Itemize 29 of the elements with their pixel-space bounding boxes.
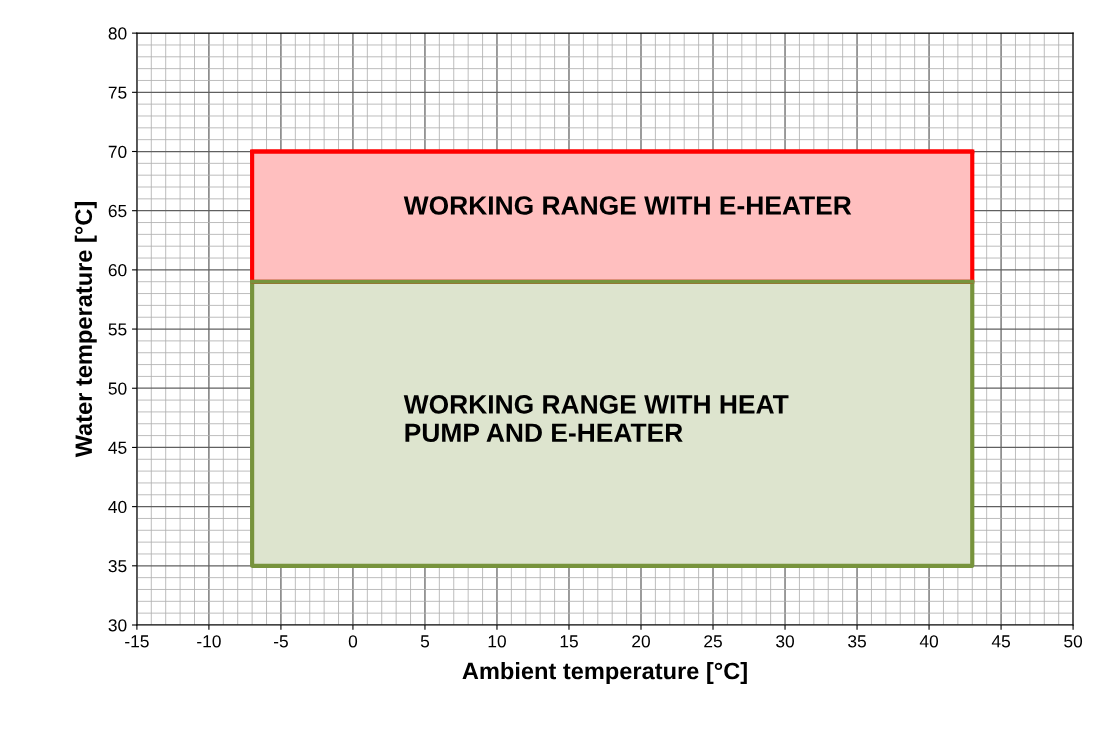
x-tick-label: -5 — [273, 635, 288, 648]
x-tick-label: 25 — [704, 635, 722, 648]
x-tick-label: -15 — [125, 635, 149, 648]
annotation: WORKING RANGE WITH HEAT PUMP AND E-HEATER — [403, 394, 789, 443]
y-tick-label: 80 — [108, 27, 127, 40]
x-tick-label: 40 — [919, 635, 939, 648]
x-tick-label: 15 — [560, 635, 578, 648]
x-tick-label: 20 — [632, 635, 650, 648]
y-tick-label: 30 — [108, 619, 127, 632]
annotation: WORKING RANGE WITH E-HEATER — [403, 196, 852, 215]
x-tick-label: 0 — [348, 635, 358, 648]
x-tick-label: 50 — [1064, 635, 1083, 648]
x-tick-label: 5 — [420, 635, 430, 648]
y-tick-label: 55 — [108, 323, 127, 336]
x-axis-title: Ambient temperature [°C] — [462, 662, 747, 685]
y-tick-label: 35 — [108, 559, 127, 573]
x-tick-label: 45 — [991, 635, 1010, 648]
y-tick-label: 70 — [108, 145, 127, 158]
y-tick-label: 40 — [108, 500, 127, 514]
x-tick-label: 35 — [848, 635, 866, 648]
y-tick-label: 45 — [108, 441, 127, 454]
y-tick-label: 50 — [108, 382, 127, 395]
y-axis-title: Water temperature [°C] — [74, 202, 97, 458]
x-tick-label: 30 — [776, 635, 795, 648]
y-tick-label: 60 — [108, 264, 127, 277]
y-tick-label: 65 — [108, 204, 127, 218]
y-tick-label: 75 — [108, 86, 127, 99]
x-tick-label: 10 — [488, 635, 506, 648]
x-tick-label: -10 — [197, 635, 221, 648]
